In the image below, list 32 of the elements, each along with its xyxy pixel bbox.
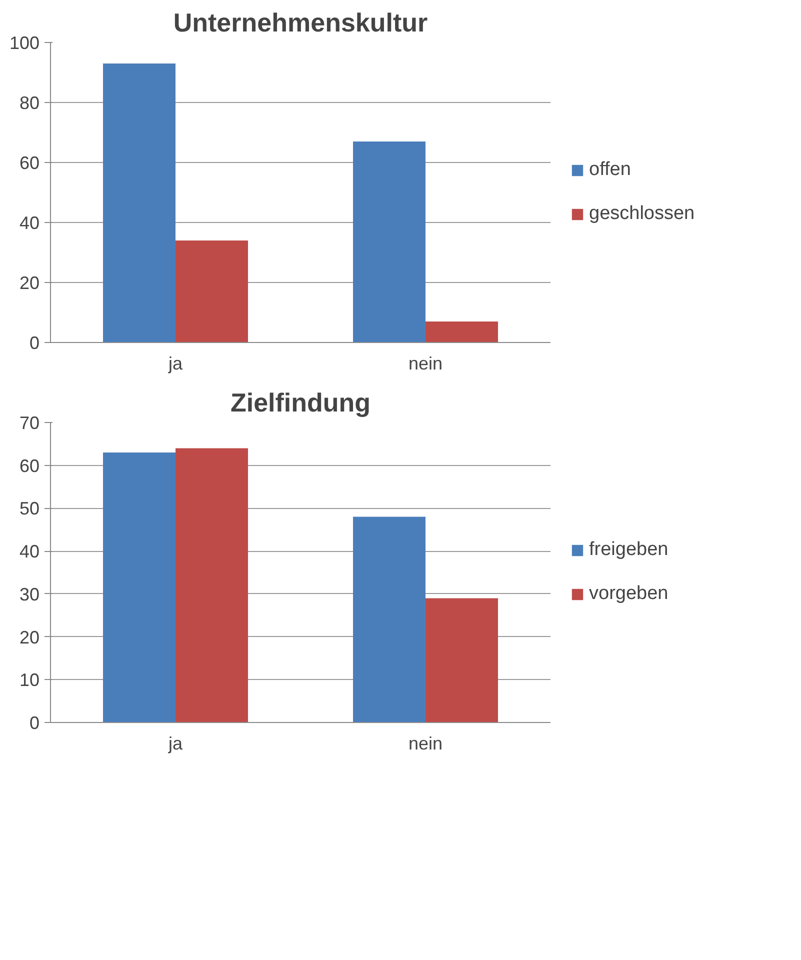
x-tick-label: nein xyxy=(408,354,443,374)
y-tick-label: 100 xyxy=(9,33,40,53)
legend-label: geschlossen xyxy=(589,203,695,225)
y-tick-label: 0 xyxy=(29,713,40,733)
legend-label: freigeben xyxy=(589,539,668,561)
bar xyxy=(426,598,498,722)
bar xyxy=(176,448,248,722)
bar xyxy=(426,322,498,342)
y-tick-label: 80 xyxy=(19,93,40,113)
y-tick-label: 20 xyxy=(19,627,40,648)
y-tick-label: 40 xyxy=(19,213,40,233)
chart-title: Unternehmenskultur xyxy=(173,8,428,38)
x-tick-label: ja xyxy=(167,734,184,754)
chart-title: Zielfindung xyxy=(230,388,371,418)
legend-label: offen xyxy=(589,159,631,181)
y-tick-label: 20 xyxy=(19,273,40,293)
bar xyxy=(353,516,426,722)
x-tick-label: nein xyxy=(408,734,443,754)
y-tick-label: 70 xyxy=(19,413,40,433)
y-tick-label: 10 xyxy=(19,670,40,690)
y-tick-label: 60 xyxy=(19,153,40,173)
bar xyxy=(103,64,176,342)
legend-label: vorgeben xyxy=(589,583,668,605)
y-tick-label: 60 xyxy=(19,456,40,476)
y-tick-label: 50 xyxy=(19,498,40,519)
y-tick-label: 0 xyxy=(29,333,40,353)
y-tick-label: 30 xyxy=(19,584,40,604)
y-tick-label: 40 xyxy=(19,542,40,562)
bar xyxy=(103,452,176,722)
x-tick-label: ja xyxy=(167,354,184,374)
bar xyxy=(176,240,248,342)
bar xyxy=(353,142,426,342)
